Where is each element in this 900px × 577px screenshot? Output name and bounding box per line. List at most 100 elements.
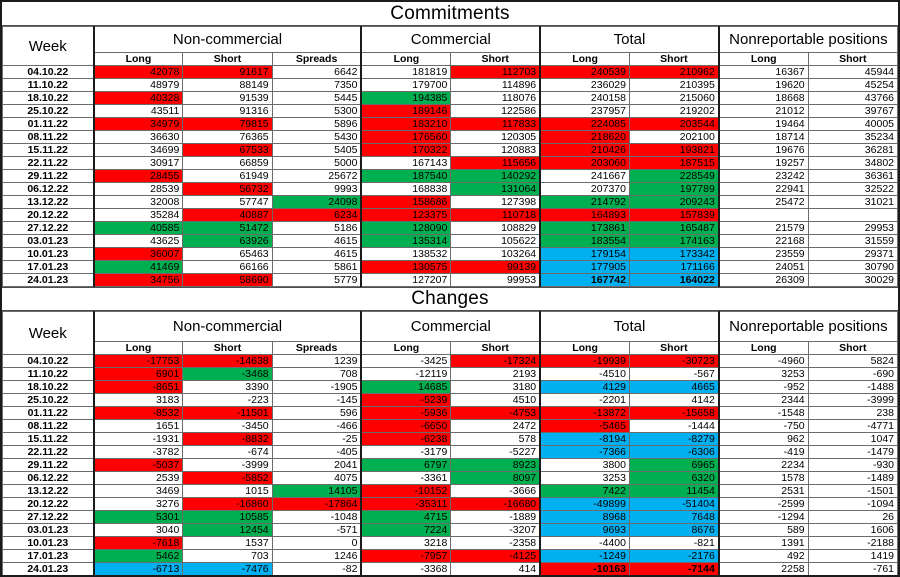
cell: -4771 bbox=[807, 419, 898, 433]
cell: -145 bbox=[271, 393, 363, 407]
cell: 9693 bbox=[539, 523, 630, 537]
cell: -466 bbox=[271, 419, 363, 433]
cell: 108829 bbox=[450, 221, 542, 235]
cell: 22168 bbox=[718, 234, 809, 248]
cell: 39767 bbox=[807, 104, 898, 118]
cell: 11454 bbox=[628, 484, 720, 498]
cell: 29371 bbox=[807, 247, 898, 261]
cell: 34979 bbox=[92, 117, 184, 131]
cell: 57747 bbox=[182, 195, 273, 209]
changes-title: Changes bbox=[2, 287, 898, 311]
cell: 88149 bbox=[182, 78, 273, 92]
cell: 22941 bbox=[718, 182, 809, 196]
table-row: 04.10.22 -17753 -14638 1239 -3425 -17324 -1993… bbox=[2, 354, 898, 368]
subcolumn-header: Long bbox=[92, 52, 184, 66]
cell: 209243 bbox=[628, 195, 720, 209]
cell: 99953 bbox=[450, 273, 542, 287]
cell: 91617 bbox=[182, 65, 273, 79]
cell: -419 bbox=[718, 445, 809, 459]
cell: 7422 bbox=[539, 484, 630, 498]
cell: 8097 bbox=[450, 471, 542, 485]
cell: 240158 bbox=[539, 91, 630, 105]
cell: 4665 bbox=[628, 380, 720, 394]
cell: 6901 bbox=[92, 367, 184, 381]
cell: -1444 bbox=[628, 419, 720, 433]
cell: -16860 bbox=[182, 497, 273, 511]
cell: 48979 bbox=[92, 78, 184, 92]
cell: 26309 bbox=[718, 273, 809, 287]
cell: 34756 bbox=[92, 273, 184, 287]
cell: 67533 bbox=[182, 143, 273, 157]
cell: 40887 bbox=[182, 208, 273, 222]
cell: 703 bbox=[182, 549, 273, 563]
cell: 2193 bbox=[450, 367, 542, 381]
cell: -821 bbox=[628, 536, 720, 550]
table-row: 25.10.22 3183 -223 -145 -5239 4510 -2201 4142 23… bbox=[2, 393, 898, 407]
table-row: 11.10.22 6901 -3468 708 -12119 2193 -4510 -567 3… bbox=[2, 367, 898, 381]
cell: 91316 bbox=[182, 104, 273, 118]
subcolumn-header: Long bbox=[539, 341, 630, 355]
table-row: 22.11.22 -3782 -674 -405 -3179 -5227 -7366 -630… bbox=[2, 445, 898, 459]
week-cell: 27.12.22 bbox=[2, 221, 95, 235]
cell: -1501 bbox=[807, 484, 898, 498]
cell: 210962 bbox=[628, 65, 720, 79]
subcolumn-header: Long bbox=[92, 341, 184, 355]
cell: 1651 bbox=[92, 419, 184, 433]
cell: -3361 bbox=[360, 471, 452, 485]
cell: 127398 bbox=[450, 195, 542, 209]
cell: 138532 bbox=[360, 247, 452, 261]
week-header: Week bbox=[2, 26, 95, 66]
cell: 4129 bbox=[539, 380, 630, 394]
cell: 187515 bbox=[628, 156, 720, 170]
cell: 3276 bbox=[92, 497, 184, 511]
cell: -17324 bbox=[450, 354, 542, 368]
table-row: 01.11.22 -8532 -11501 596 -5936 -4753 -13872 -1… bbox=[2, 406, 898, 420]
cell: 1419 bbox=[807, 549, 898, 563]
cell: 31559 bbox=[807, 234, 898, 248]
changes-section: Changes Week Non-commercial Commercial T… bbox=[2, 287, 898, 575]
cell: 3183 bbox=[92, 393, 184, 407]
group-header-non-commercial: Non-commercial bbox=[93, 311, 363, 342]
changes-body: 04.10.22 -17753 -14638 1239 -3425 -17324 -1993… bbox=[2, 354, 898, 575]
cell: 76365 bbox=[182, 130, 273, 144]
cell: 5000 bbox=[271, 156, 363, 170]
cell: 5861 bbox=[271, 260, 363, 274]
cell: 203060 bbox=[539, 156, 630, 170]
cell: -3368 bbox=[360, 562, 452, 575]
cell: 23559 bbox=[718, 247, 809, 261]
cell: 3800 bbox=[539, 458, 630, 472]
subcolumn-header: Spreads bbox=[271, 341, 363, 355]
cell: -930 bbox=[807, 458, 898, 472]
week-cell: 15.11.22 bbox=[2, 143, 95, 157]
table-row: 20.12.22 3276 -16860 -17864 -35311 -16680 -498… bbox=[2, 497, 898, 511]
cell: 177905 bbox=[539, 260, 630, 274]
table-row: 10.01.23 -7618 1537 0 3218 -2358 -4400 -821 1391… bbox=[2, 536, 898, 550]
cell: 43766 bbox=[807, 91, 898, 105]
cell: -4510 bbox=[539, 367, 630, 381]
commitments-section: Commitments Week Non-commercial Commerci… bbox=[2, 2, 898, 287]
week-cell: 15.11.22 bbox=[2, 432, 95, 446]
cell: 4075 bbox=[271, 471, 363, 485]
cell bbox=[807, 208, 898, 222]
cell: -5936 bbox=[360, 406, 452, 420]
cell: 43511 bbox=[92, 104, 184, 118]
cell: -223 bbox=[182, 393, 273, 407]
cell: 7224 bbox=[360, 523, 452, 537]
cell: 2258 bbox=[718, 562, 809, 575]
table-row: 27.12.22 5301 10585 -1048 4715 -1889 8968 7648-… bbox=[2, 510, 898, 524]
subcolumn-header: Short bbox=[182, 341, 273, 355]
cell: -1931 bbox=[92, 432, 184, 446]
cell: 207370 bbox=[539, 182, 630, 196]
cell: 120883 bbox=[450, 143, 542, 157]
cell: -1479 bbox=[807, 445, 898, 459]
cell: 32522 bbox=[807, 182, 898, 196]
cell: -6238 bbox=[360, 432, 452, 446]
cell: -5227 bbox=[450, 445, 542, 459]
week-cell: 10.01.23 bbox=[2, 536, 95, 550]
table-row: 20.12.22 35284 40887 6234 123375 110718 164893… bbox=[2, 208, 898, 222]
cell: -25 bbox=[271, 432, 363, 446]
table-row: 03.01.23 3040 12454 -571 7224 -3207 9693 8676 58… bbox=[2, 523, 898, 537]
cell: 2539 bbox=[92, 471, 184, 485]
cell: 210426 bbox=[539, 143, 630, 157]
